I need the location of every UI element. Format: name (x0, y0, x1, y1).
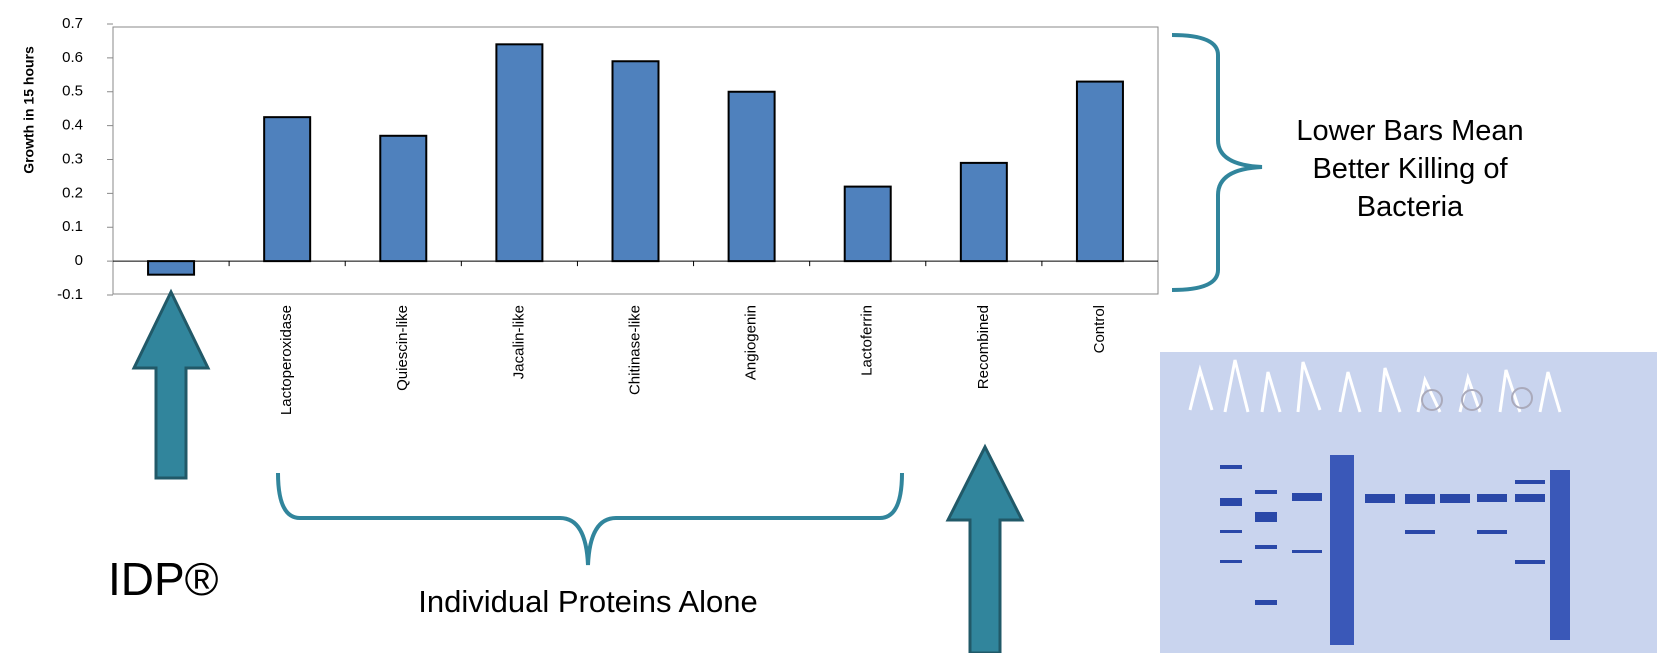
bar (1075, 80, 1124, 263)
bar (147, 260, 196, 276)
y-tick-label: 0.3 (62, 150, 83, 167)
bar (843, 185, 892, 263)
y-axis-label: Growth in 15 hours (21, 46, 37, 174)
annotation-line: Lower Bars Mean (1296, 115, 1523, 147)
x-tick-label: Recombined (975, 305, 992, 389)
x-tick-label: Control (1091, 305, 1108, 353)
annotation: Lower Bars Mean Better Killing of Bacteria (1296, 115, 1523, 223)
y-tick-label: -0.1 (57, 286, 83, 303)
y-tick-label: 0.6 (62, 49, 83, 66)
y-tick-label: 0 (75, 252, 83, 269)
y-tick-label: 0.1 (62, 218, 83, 235)
y-tick-label: 0.4 (62, 117, 83, 134)
x-tick-label: Lactoferrin (859, 305, 876, 376)
y-tick-label: 0.2 (62, 184, 83, 201)
x-tick-label: Jacalin-like (510, 305, 527, 379)
brace (276, 472, 904, 566)
bar (727, 90, 776, 263)
x-tick-label: Lactoperoxidase (278, 305, 295, 415)
y-tick-label: 0.7 (62, 15, 83, 32)
annotation: IDP® (108, 553, 219, 605)
bar (263, 116, 312, 263)
x-tick-label: Angiogenin (743, 305, 760, 380)
bar (611, 60, 660, 263)
bar (959, 161, 1008, 263)
bar (495, 43, 544, 263)
x-tick-label: Quiescin-like (394, 305, 411, 391)
annotation-line: Better Killing of (1312, 153, 1508, 185)
x-tick-label: Chitinase-like (626, 305, 643, 395)
gel-image (1160, 352, 1657, 653)
annotation-line: Bacteria (1357, 191, 1464, 223)
annotation: Individual Proteins Alone (418, 584, 758, 619)
brace (1171, 33, 1263, 292)
arrow (131, 288, 211, 480)
arrow (945, 443, 1025, 653)
bar (379, 134, 428, 263)
y-tick-label: 0.5 (62, 83, 83, 100)
